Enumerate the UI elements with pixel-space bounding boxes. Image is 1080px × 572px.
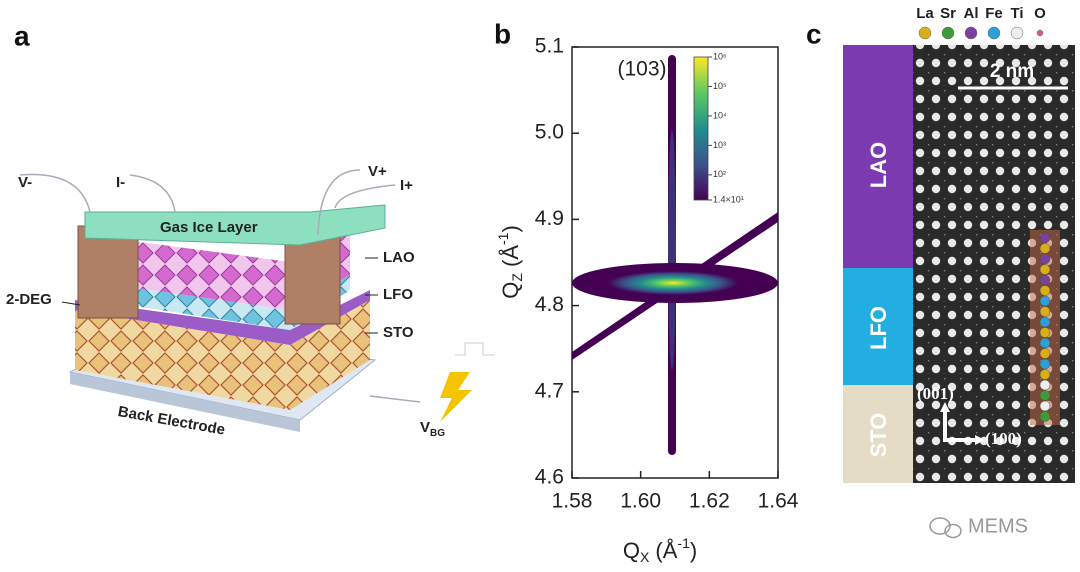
atom (1039, 295, 1051, 307)
label-main: V (420, 419, 430, 436)
label: V+ (368, 163, 387, 180)
direction-label: (100) (985, 429, 1022, 448)
y-tick-label: 4.7 (535, 379, 564, 402)
x-axis-label: QX (Å-1) (623, 535, 697, 565)
atom (1039, 274, 1051, 286)
label-sub: BG (430, 428, 445, 439)
legend-swatch (987, 26, 1001, 40)
legend-swatch (941, 26, 955, 40)
panel-label: b (494, 18, 511, 49)
legend-swatch (964, 26, 978, 40)
atom (1039, 411, 1051, 422)
x-tick-label: 1.64 (758, 490, 799, 513)
axis-label-close: ) (498, 225, 523, 232)
colorbar-tick-label: 10² (713, 169, 726, 179)
stem-image: c 2 nm LAO LFO STO (001) (100) La Sr Al Fe T… (806, 5, 1075, 483)
atom (1039, 379, 1051, 391)
layer-label: LAO (866, 142, 891, 188)
colorbar (693, 56, 709, 201)
label: I- (116, 174, 125, 191)
legend-label: Ti (1010, 5, 1023, 22)
legend-label: Fe (985, 5, 1003, 22)
colorbar-tick-label: 10⁴ (713, 110, 727, 120)
watermark: MEMS (929, 515, 1028, 539)
atom (1039, 243, 1051, 254)
label: LAO (383, 249, 415, 266)
direction-label: (001) (917, 384, 954, 403)
axis-label-sup: -1 (495, 232, 511, 245)
label: VBG (420, 419, 445, 439)
label: LFO (383, 286, 413, 303)
axis-label-close: ) (690, 538, 697, 563)
atom (1039, 253, 1051, 265)
atom (1039, 327, 1051, 338)
label: I+ (400, 177, 413, 194)
panel-label: a (14, 20, 30, 51)
panel-label: c (806, 18, 822, 49)
colorbar-tick-label: 1.4×10¹ (713, 194, 744, 204)
atom (1039, 264, 1051, 275)
label: V- (18, 174, 32, 191)
axis-label-unit: (Å (498, 245, 523, 273)
axis-label-main: Q (623, 538, 640, 563)
annotation: (103) (617, 58, 666, 81)
scale-bar-label: 2 nm (990, 61, 1034, 82)
label: 2-DEG (6, 291, 52, 308)
colorbar-tick-label: 10³ (713, 140, 726, 150)
axis-label-sup: -1 (677, 535, 690, 551)
y-tick-label: 5.1 (535, 35, 564, 58)
chart: (103) b QX (Å-1) QZ (Å-1) 1.58 1.60 1.62 1.… (494, 18, 799, 564)
legend-label: Sr (940, 5, 956, 22)
y-axis-label: QZ (Å-1) (495, 225, 525, 299)
atom (1039, 285, 1051, 296)
y-tick-label: 4.6 (535, 466, 564, 489)
legend-swatch (918, 26, 932, 40)
schematic: a V- I- V+ I+ Gas Ice Layer LAO LFO STO … (6, 20, 495, 439)
label: STO (383, 324, 414, 341)
y-tick-label: 4.8 (535, 293, 564, 316)
y-tick-label: 5.0 (535, 121, 564, 144)
x-tick-label: 1.62 (689, 490, 730, 513)
label: Gas Ice Layer (160, 219, 258, 236)
x-tick-label: 1.58 (552, 490, 593, 513)
atom (1039, 369, 1051, 380)
layer-label: STO (866, 413, 891, 458)
intensity-map (572, 55, 778, 455)
atom (1039, 358, 1051, 370)
colorbar-tick-label: 10⁶ (713, 51, 727, 61)
colorbar-tick-label: 10⁵ (713, 81, 727, 91)
axis-label-unit: (Å (649, 538, 677, 563)
atom (1039, 337, 1051, 349)
atom (1039, 306, 1051, 317)
watermark-text: MEMS (968, 515, 1028, 537)
atom (1039, 400, 1051, 412)
legend-label: Al (964, 5, 979, 22)
axis-label-sub: Z (509, 273, 525, 282)
x-tick-label: 1.60 (620, 490, 661, 513)
y-tick-label: 4.9 (535, 207, 564, 230)
axis-label-main: Q (498, 282, 523, 299)
legend-swatch (1036, 29, 1044, 37)
legend-label: La (916, 5, 934, 22)
legend-label: O (1034, 5, 1046, 22)
atom (1039, 348, 1051, 359)
axis-label-sub: X (640, 549, 650, 565)
atom (1039, 232, 1051, 244)
atom (1039, 390, 1051, 401)
layer-label: LFO (866, 306, 891, 350)
legend-swatch (1010, 26, 1024, 40)
atom (1039, 316, 1051, 328)
